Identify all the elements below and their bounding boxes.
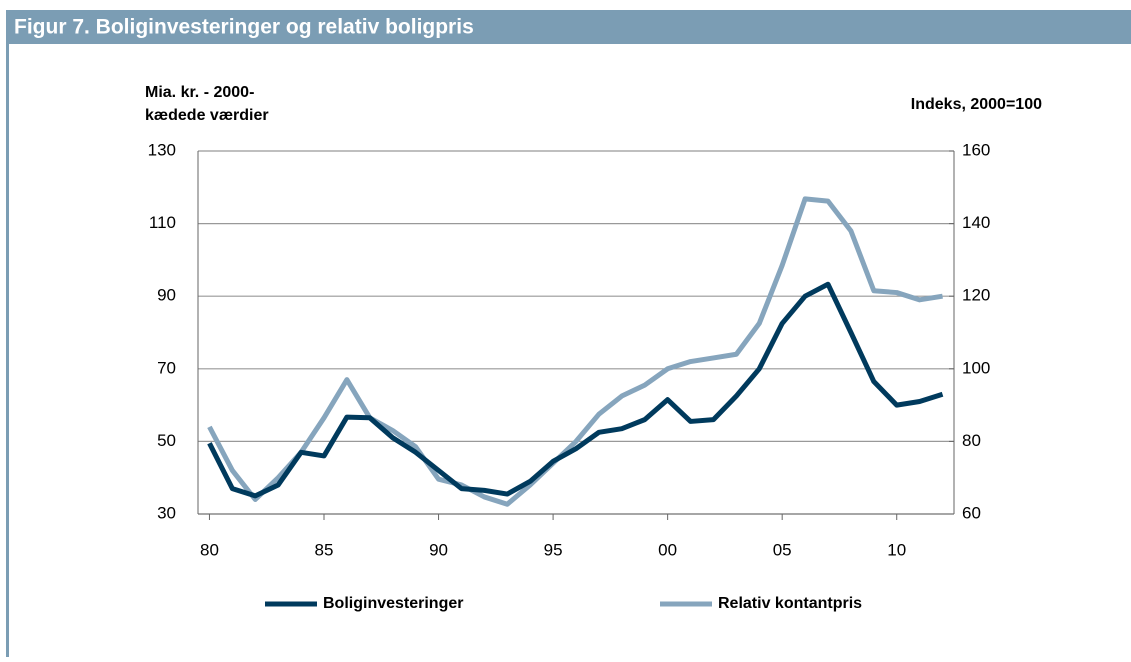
series-line bbox=[207, 196, 943, 507]
x-tick-label: 05 bbox=[773, 540, 792, 559]
y2-axis-label: Indeks, 2000=100 bbox=[911, 96, 1042, 113]
y2-tick-label: 120 bbox=[962, 286, 990, 305]
chart-title: Figur 7. Boliginvesteringer og relativ b… bbox=[14, 16, 474, 39]
y2-tick-label: 160 bbox=[962, 140, 990, 159]
y-tick-label: 70 bbox=[157, 358, 176, 377]
y2-tick-label: 60 bbox=[962, 503, 981, 522]
x-tick-label: 90 bbox=[429, 540, 448, 559]
y-tick-label: 30 bbox=[157, 503, 176, 522]
x-tick-label: 80 bbox=[200, 540, 219, 559]
y-tick-label: 50 bbox=[157, 431, 176, 450]
legend-label: Relativ kontantpris bbox=[718, 595, 862, 612]
x-tick-label: 85 bbox=[315, 540, 334, 559]
header-bar bbox=[6, 10, 1131, 44]
left-border bbox=[6, 44, 9, 657]
y-tick-label: 110 bbox=[149, 213, 176, 232]
y2-tick-label: 140 bbox=[962, 213, 990, 232]
x-tick-label: 10 bbox=[887, 540, 906, 559]
y2-tick-label: 100 bbox=[962, 358, 990, 377]
x-tick-label: 00 bbox=[658, 540, 677, 559]
x-tick-label: 95 bbox=[544, 540, 563, 559]
series-line bbox=[207, 281, 944, 499]
y-axis-label: kædede værdier bbox=[145, 107, 269, 124]
y-axis-label: Mia. kr. - 2000- bbox=[145, 84, 254, 101]
y-tick-label: 90 bbox=[157, 286, 176, 305]
y2-tick-label: 80 bbox=[962, 431, 981, 450]
legend-label: Boliginvesteringer bbox=[323, 595, 463, 612]
y-tick-label: 130 bbox=[148, 140, 176, 159]
